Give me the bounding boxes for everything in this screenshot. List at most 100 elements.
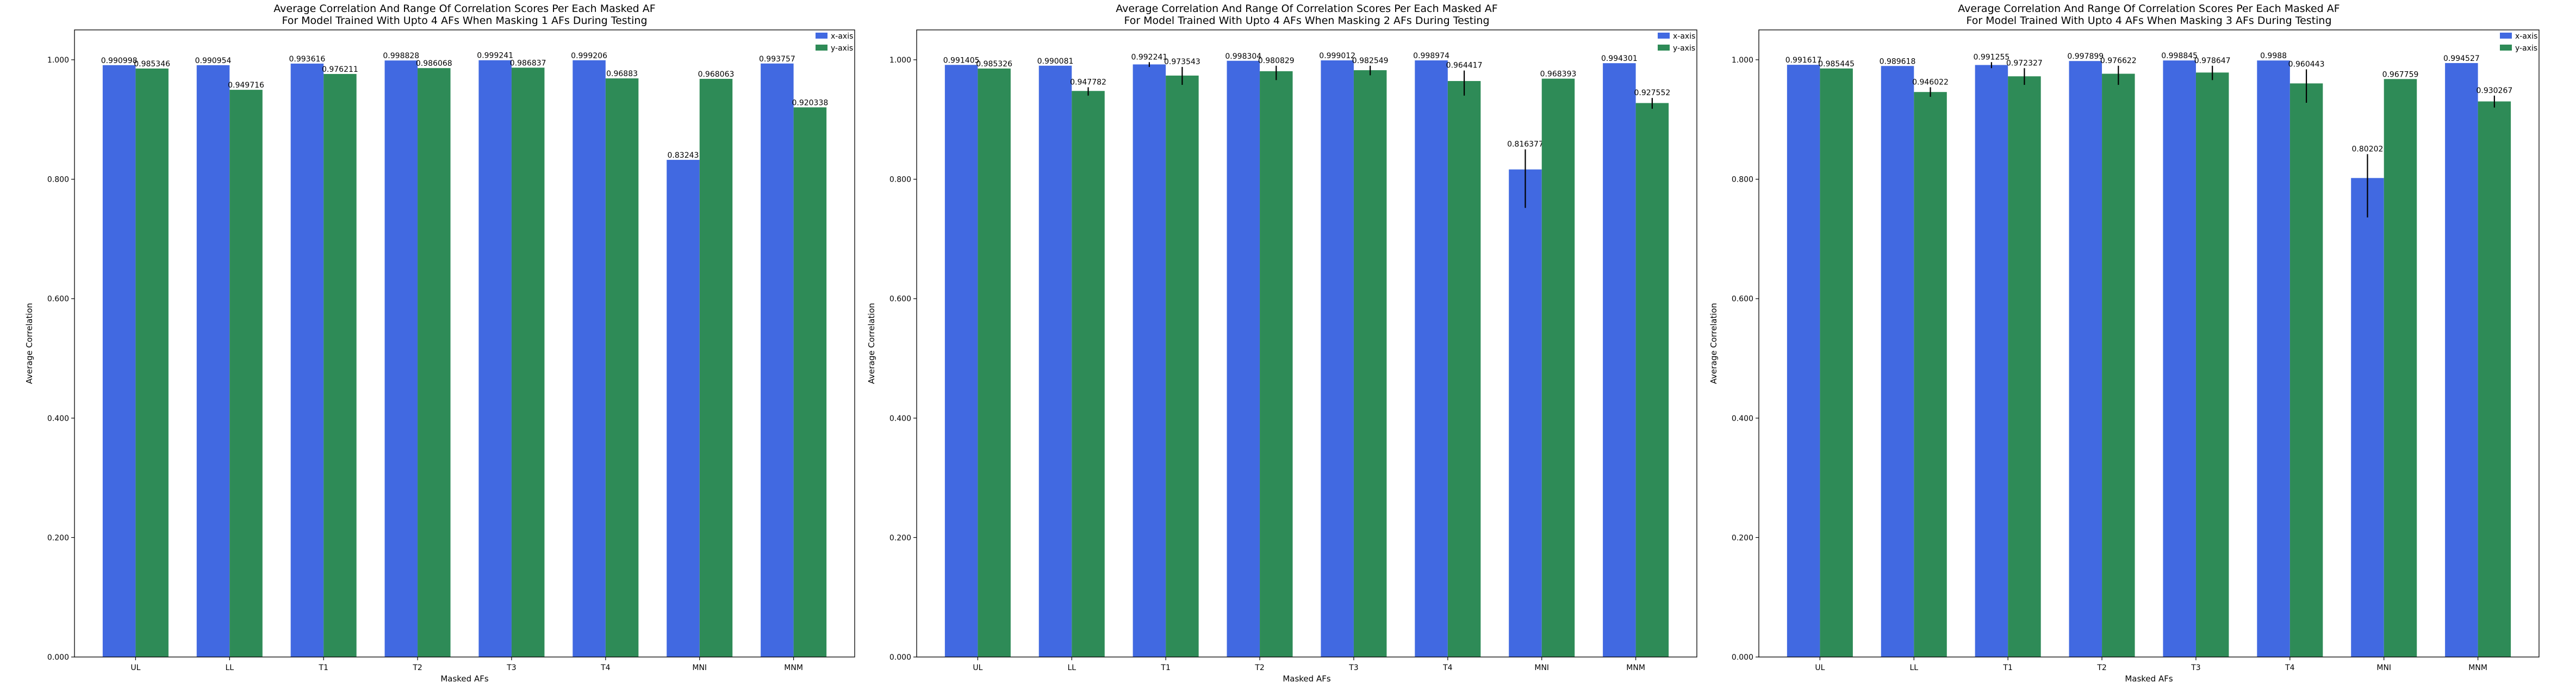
plot-frame bbox=[74, 29, 855, 658]
bar-x-axis-LL bbox=[196, 65, 230, 657]
x-tick-label: MNI bbox=[1534, 664, 1549, 672]
bar-x-axis-T2 bbox=[1227, 60, 1260, 658]
data-label: 0.9988 bbox=[2260, 52, 2287, 60]
bar-x-axis-MNI bbox=[667, 159, 700, 657]
bar-y-axis-UL bbox=[1820, 68, 1853, 657]
bar-y-axis-LL bbox=[1914, 92, 1947, 658]
bar-x-axis-MNM bbox=[1603, 63, 1636, 657]
legend-swatch-x-axis bbox=[2500, 33, 2512, 39]
legend-swatch-y-axis bbox=[1658, 45, 1670, 51]
bar-y-axis-LL bbox=[1072, 91, 1105, 657]
y-axis-label: Average Correlation bbox=[1709, 303, 1719, 384]
data-label: 0.994301 bbox=[1601, 54, 1638, 63]
data-label: 0.990954 bbox=[195, 57, 232, 65]
bar-x-axis-T1 bbox=[290, 63, 324, 657]
chart-panel-1: Average Correlation And Range Of Correla… bbox=[24, 3, 855, 684]
legend-entry: x-axis bbox=[1673, 32, 1695, 41]
y-tick-label: 1.000 bbox=[1732, 56, 1753, 65]
bar-y-axis-LL bbox=[229, 90, 263, 658]
legend: x-axis y-axis bbox=[816, 32, 853, 53]
y-tick-label: 0.000 bbox=[47, 653, 69, 662]
data-label: 0.80202 bbox=[2352, 145, 2384, 153]
y-tick-label: 0.200 bbox=[47, 534, 69, 542]
y-tick-label: 0.800 bbox=[1732, 176, 1753, 184]
data-label: 0.993616 bbox=[289, 55, 326, 64]
bar-y-axis-T3 bbox=[511, 67, 545, 657]
legend-swatch-x-axis bbox=[816, 33, 827, 39]
data-label: 0.964417 bbox=[1446, 61, 1483, 70]
x-tick-label: UL bbox=[973, 664, 982, 672]
data-label: 0.997899 bbox=[2067, 52, 2104, 61]
bar-y-axis-T4 bbox=[605, 78, 639, 658]
x-tick-label: LL bbox=[1067, 664, 1076, 672]
data-label: 0.83243 bbox=[668, 151, 699, 160]
y-axis-label: Average Correlation bbox=[24, 303, 34, 384]
data-label: 0.993757 bbox=[759, 55, 795, 64]
data-label: 0.96883 bbox=[606, 70, 638, 78]
y-axis-label: Average Correlation bbox=[867, 303, 876, 384]
legend: x-axis y-axis bbox=[2500, 32, 2537, 53]
y-tick-label: 0.600 bbox=[1732, 295, 1753, 303]
bar-y-axis-MNM bbox=[2478, 101, 2511, 657]
data-label: 0.968063 bbox=[698, 70, 735, 79]
data-label: 0.967759 bbox=[2382, 70, 2419, 79]
data-label: 0.930267 bbox=[2476, 86, 2512, 95]
x-tick-label: T3 bbox=[506, 664, 516, 672]
legend-swatch-y-axis bbox=[2500, 45, 2512, 51]
x-axis-label: Masked AFs bbox=[440, 674, 489, 684]
bar-y-axis-T3 bbox=[2195, 72, 2229, 657]
legend-entry: y-axis bbox=[2515, 44, 2537, 53]
data-label: 0.999241 bbox=[477, 52, 513, 60]
bar-x-axis-UL bbox=[102, 65, 136, 658]
y-tick-label: 0.800 bbox=[889, 176, 911, 184]
bar-y-axis-T1 bbox=[323, 74, 357, 657]
plot-frame bbox=[1758, 29, 2540, 658]
bar-y-axis-UL bbox=[978, 69, 1011, 658]
bar-y-axis-MNM bbox=[793, 107, 827, 657]
y-tick-label: 0.200 bbox=[1732, 534, 1753, 542]
x-tick-label: MNI bbox=[2376, 664, 2391, 672]
data-label: 0.986068 bbox=[416, 59, 452, 68]
data-label: 0.980829 bbox=[1258, 57, 1295, 65]
data-label: 0.976622 bbox=[2100, 57, 2137, 65]
y-tick-label: 1.000 bbox=[47, 56, 69, 65]
y-tick-label: 0.000 bbox=[889, 653, 911, 662]
chart-title: Average Correlation And Range Of Correla… bbox=[273, 3, 655, 15]
y-tick-label: 1.000 bbox=[889, 56, 911, 65]
data-label: 0.985326 bbox=[976, 60, 1012, 69]
bar-x-axis-MNI bbox=[2351, 178, 2384, 657]
data-label: 0.998845 bbox=[2161, 52, 2198, 60]
data-label: 0.999206 bbox=[571, 52, 607, 60]
bar-x-axis-LL bbox=[1038, 65, 1072, 658]
x-axis-label: Masked AFs bbox=[2125, 674, 2173, 684]
bar-x-axis-MNM bbox=[761, 63, 794, 658]
chart-panel-3: Average Correlation And Range Of Correla… bbox=[1709, 3, 2540, 684]
bar-x-axis-T4 bbox=[2257, 60, 2290, 658]
bar-y-axis-T2 bbox=[1260, 71, 1293, 658]
legend-entry: y-axis bbox=[831, 44, 853, 53]
bar-x-axis-UL bbox=[944, 65, 978, 657]
data-label: 0.973543 bbox=[1164, 58, 1200, 66]
x-tick-label: MNI bbox=[692, 664, 707, 672]
x-tick-label: T1 bbox=[2002, 664, 2012, 672]
x-tick-label: T3 bbox=[2191, 664, 2200, 672]
bar-x-axis-T3 bbox=[2163, 60, 2196, 657]
data-label: 0.989618 bbox=[1880, 57, 1916, 66]
data-label: 0.968393 bbox=[1540, 70, 1577, 79]
bar-x-axis-LL bbox=[1881, 66, 1914, 658]
x-tick-label: MNM bbox=[2468, 664, 2487, 672]
y-tick-label: 0.600 bbox=[889, 295, 911, 303]
y-tick-label: 0.200 bbox=[889, 534, 911, 542]
chart-title: Average Correlation And Range Of Correla… bbox=[1116, 3, 1497, 15]
data-label: 0.999012 bbox=[1319, 52, 1355, 60]
legend-entry: y-axis bbox=[1673, 44, 1695, 53]
bar-x-axis-MNM bbox=[2445, 63, 2478, 657]
data-label: 0.992241 bbox=[1131, 53, 1168, 61]
bar-y-axis-T4 bbox=[2289, 83, 2323, 657]
y-tick-label: 0.400 bbox=[889, 414, 911, 423]
data-label: 0.998304 bbox=[1225, 52, 1261, 61]
legend-entry: x-axis bbox=[2515, 32, 2537, 41]
data-label: 0.816377 bbox=[1507, 140, 1544, 149]
